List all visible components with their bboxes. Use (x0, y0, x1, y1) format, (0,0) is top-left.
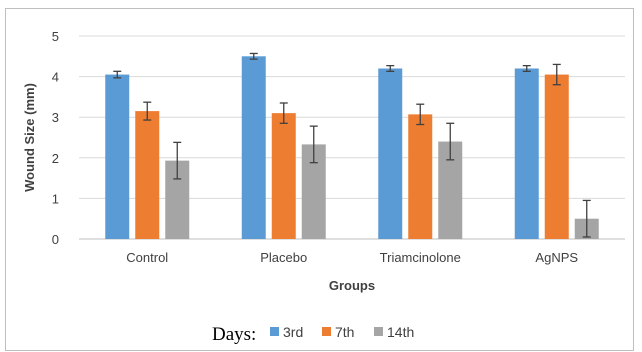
legend-title: Days: (212, 324, 256, 345)
bar-placebo-3rd (241, 56, 266, 239)
y-tick-label: 0 (52, 232, 59, 247)
x-tick-label: Control (126, 250, 168, 265)
x-tick-label: AgNPS (535, 250, 578, 265)
legend: Days: 3rd 7th 14th (212, 324, 414, 345)
legend-swatch-3rd (270, 327, 279, 336)
y-tick-label: 3 (52, 110, 59, 125)
legend-swatch-7th (322, 327, 331, 336)
y-tick-label: 1 (52, 191, 59, 206)
x-tick-label: Placebo (260, 250, 307, 265)
bar-placebo-7th (271, 113, 296, 239)
legend-label-14th: 14th (387, 324, 414, 340)
legend-swatch-14th (374, 327, 383, 336)
legend-label-3rd: 3rd (283, 324, 303, 340)
bar-agnps-7th (544, 74, 569, 239)
bar-triamcinolone-7th (408, 114, 433, 239)
y-tick-label: 5 (52, 29, 59, 44)
y-axis-title: Wound Size (mm) (22, 83, 37, 192)
x-axis-ticks: Control Placebo Triamcinolone AgNPS (126, 250, 578, 265)
bar-control-3rd (105, 74, 130, 239)
x-tick-label: Triamcinolone (380, 250, 461, 265)
y-tick-label: 4 (52, 70, 59, 85)
bar-control-7th (135, 111, 160, 239)
y-tick-label: 2 (52, 151, 59, 166)
gridlines (79, 35, 625, 240)
bar-triamcinolone-3rd (378, 68, 403, 239)
x-axis-title: Groups (329, 278, 375, 293)
legend-label-7th: 7th (335, 324, 354, 340)
y-axis-ticks: 0 1 2 3 4 5 (52, 29, 59, 247)
bar-agnps-3rd (514, 68, 539, 239)
bars (105, 52, 599, 239)
